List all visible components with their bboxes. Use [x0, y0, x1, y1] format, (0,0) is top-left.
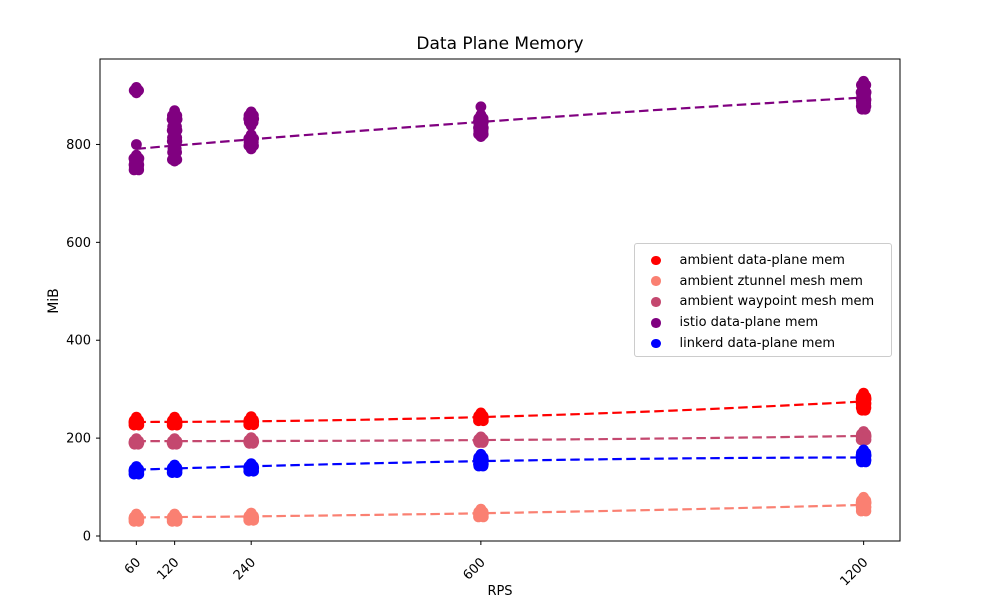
scatter-point [475, 131, 487, 143]
y-tick-label: 0 [83, 530, 91, 545]
scatter-point [477, 460, 489, 472]
legend-item: ambient ztunnel mesh mem [635, 271, 891, 292]
scatter-point [171, 419, 183, 431]
scatter-point [133, 468, 145, 480]
scatter-point [475, 101, 487, 113]
scatter-point [171, 467, 183, 478]
scatter-series-linkerd-data-plane-mem [128, 444, 872, 480]
scatter-point [859, 103, 871, 115]
legend-marker-icon [651, 276, 661, 286]
scatter-point [133, 164, 145, 176]
scatter-point [860, 456, 872, 468]
legend-label: ambient data-plane mem [679, 252, 845, 268]
scatter-point [860, 505, 872, 517]
scatter-point [247, 437, 259, 449]
legend-marker-icon [651, 318, 661, 328]
scatter-point [477, 511, 489, 523]
scatter-series-ambient-ztunnel-mesh-mem [128, 491, 872, 527]
legend-label: istio data-plane mem [679, 315, 819, 331]
legend-item: linkerd data-plane mem [635, 333, 891, 354]
scatter-series-ambient-data-plane-mem [128, 387, 872, 431]
legend-label: ambient ztunnel mesh mem [679, 273, 863, 289]
scatter-series-ambient-waypoint-mesh-mem [128, 426, 872, 450]
legend-marker-icon [651, 297, 661, 307]
scatter-point [248, 419, 259, 431]
scatter-point [131, 87, 142, 99]
x-tick-label: 120 [154, 555, 182, 583]
scatter-point [245, 120, 257, 131]
scatter-point [477, 415, 489, 427]
y-tick-label: 800 [66, 138, 91, 153]
legend-marker-icon [651, 255, 661, 266]
legend-item: ambient waypoint mesh mem [635, 292, 891, 313]
legend-marker-icon [651, 338, 661, 349]
y-tick-label: 400 [66, 334, 91, 349]
scatter-point [248, 465, 259, 477]
chart-title: Data Plane Memory [416, 34, 584, 54]
scatter-point [248, 514, 259, 526]
x-axis-label: RPS [487, 584, 513, 599]
trend-line-istio-data-plane-mem [136, 96, 864, 150]
scatter-point [131, 139, 142, 150]
scatter-point [245, 143, 257, 155]
y-tick-label: 200 [66, 432, 91, 447]
scatter-point [860, 434, 872, 446]
scatter-series-istio-data-plane-mem [128, 75, 872, 176]
legend: ambient data-plane mem ambient ztunnel me… [634, 243, 892, 357]
legend-item: ambient data-plane mem [635, 250, 891, 271]
scatter-point [169, 155, 181, 167]
scatter-point [133, 419, 145, 431]
axes-frame [99, 58, 901, 542]
legend-label: ambient waypoint mesh mem [679, 294, 875, 310]
x-tick-label: 60 [122, 555, 144, 577]
x-tick-label: 600 [461, 555, 489, 583]
y-tick-label: 600 [66, 236, 91, 251]
legend-item: istio data-plane mem [635, 312, 891, 333]
y-axis-label: MiB [46, 288, 62, 314]
scatter-point [859, 404, 871, 416]
scatter-point [133, 515, 145, 527]
scatter-point [171, 438, 182, 450]
legend-label: linkerd data-plane mem [679, 336, 836, 352]
scatter-point [132, 438, 144, 450]
x-tick-label: 240 [231, 555, 259, 583]
scatter-point [171, 515, 183, 527]
scatter-point [477, 437, 489, 448]
